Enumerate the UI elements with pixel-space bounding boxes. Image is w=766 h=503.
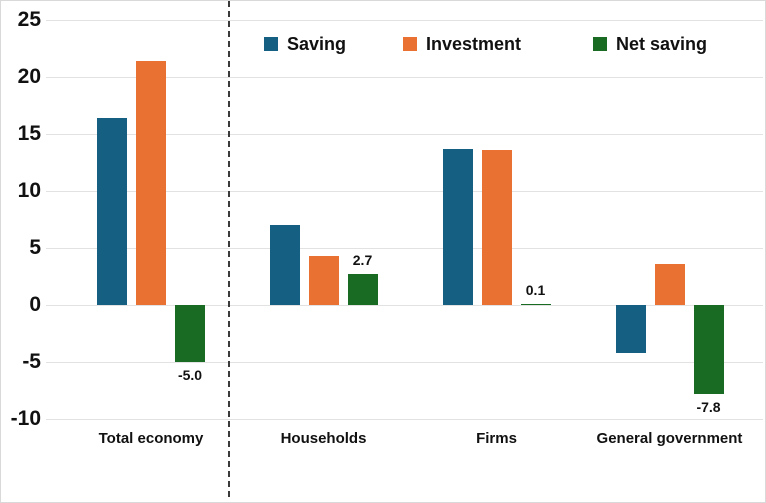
bar-investment-firms	[481, 149, 512, 305]
bar-saving-general-government	[615, 305, 646, 353]
y-axis-tick-label: -5	[22, 350, 41, 373]
gridline-10	[46, 190, 763, 192]
bar-investment-total-economy	[136, 61, 166, 305]
y-axis-tick-label: 25	[17, 8, 41, 31]
bar-net-saving-households	[347, 274, 378, 305]
legend-swatch-net-saving	[593, 37, 607, 51]
y-axis-tick-label: 10	[17, 179, 41, 202]
gridline--5	[46, 361, 763, 363]
gridline-25	[46, 19, 763, 21]
data-label-net-saving-households: 2.7	[352, 252, 373, 269]
gridline--10	[46, 418, 763, 420]
legend-swatch-investment	[403, 37, 417, 51]
bar-investment-general-government	[654, 263, 685, 305]
category-label-households: Households	[280, 430, 367, 447]
bar-investment-households	[308, 255, 339, 305]
bar-saving-total-economy	[97, 118, 127, 305]
bar-net-saving-firms	[520, 303, 551, 305]
category-label-general-government: General government	[596, 430, 743, 447]
data-label-net-saving-general-government: -7.8	[696, 398, 721, 415]
gridline-15	[46, 133, 763, 135]
y-axis-tick-label: -10	[10, 407, 41, 430]
data-label-net-saving-firms: 0.1	[525, 281, 546, 298]
gridline-5	[46, 247, 763, 249]
legend-swatch-saving	[264, 37, 278, 51]
category-label-total-economy: Total economy	[98, 430, 204, 447]
legend-item-net-saving: Net saving	[593, 32, 707, 56]
y-axis-tick-label: 5	[29, 236, 41, 259]
y-axis-tick-label: 0	[29, 293, 41, 316]
legend-label: Net saving	[616, 33, 708, 54]
bar-saving-households	[269, 225, 300, 305]
legend-item-saving: Saving	[264, 32, 346, 56]
bar-net-saving-total-economy	[175, 305, 205, 362]
gridline-0	[46, 304, 763, 306]
y-axis-tick-label: 15	[17, 122, 41, 145]
legend-item-investment: Investment	[403, 32, 521, 56]
bar-saving-firms	[442, 148, 473, 305]
data-label-net-saving-total-economy: -5.0	[177, 367, 203, 383]
y-axis-tick-label: 20	[17, 65, 41, 88]
legend-label: Investment	[426, 33, 522, 54]
gridline-20	[46, 76, 763, 78]
bar-net-saving-general-government	[693, 305, 724, 394]
dashed-separator-line	[228, 1, 230, 497]
category-label-firms: Firms	[476, 430, 517, 447]
legend-label: Saving	[287, 33, 347, 54]
